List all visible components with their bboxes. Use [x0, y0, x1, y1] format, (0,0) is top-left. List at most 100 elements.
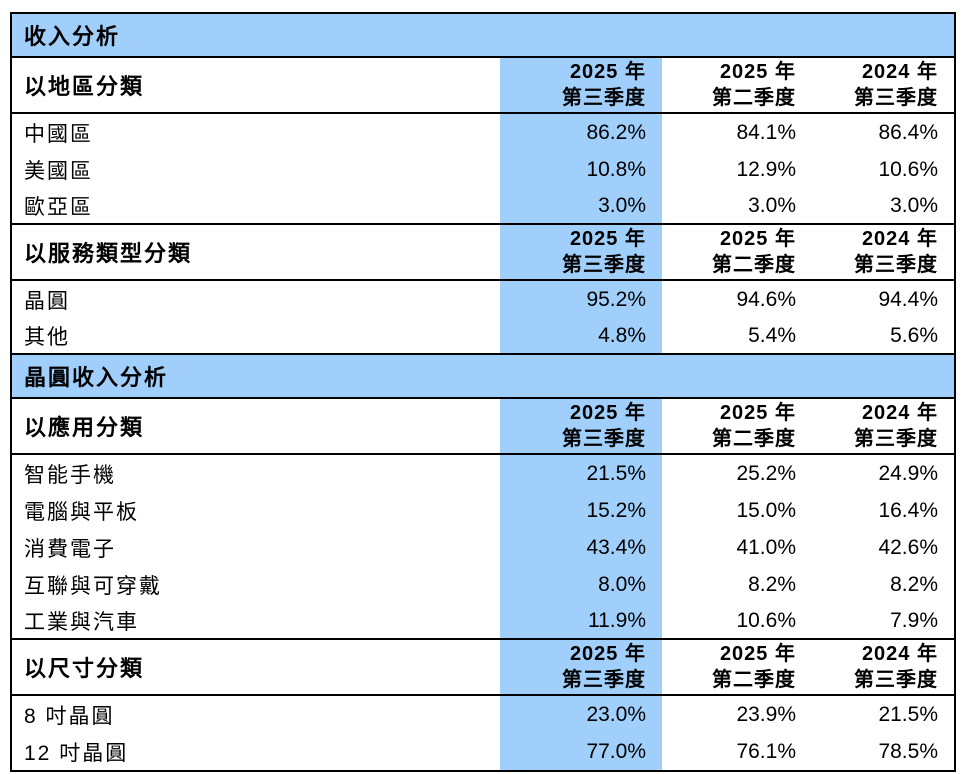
row-label: 晶圓 [24, 289, 70, 313]
period-header-cell-year-ago: 2024 年 第三季度 [804, 225, 954, 279]
value-cell: 41.0% [736, 535, 796, 559]
section-band-revenue-analysis: 收入分析 [12, 14, 954, 58]
value-cell: 10.6% [736, 608, 796, 632]
category-header-row-by-service-type: 以服務類型分類 2025 年 第三季度 2025 年 第二季度 2024 年 第… [12, 225, 954, 281]
period-year: 2025 年 [719, 228, 796, 250]
value-cell: 94.6% [736, 287, 796, 311]
value-cell: 95.2% [500, 281, 662, 318]
period-year: 2025 年 [719, 402, 796, 424]
value-cell: 24.9% [878, 461, 938, 485]
category-label: 以地區分類 [24, 74, 145, 99]
row-label: 中國區 [24, 122, 93, 146]
category-label: 以尺寸分類 [24, 656, 145, 681]
value-cell: 77.0% [500, 733, 662, 770]
value-cell: 8.0% [500, 566, 662, 603]
period-header-cell-year-ago: 2024 年 第三季度 [804, 399, 954, 453]
period-quarter: 第二季度 [712, 428, 796, 450]
value-cell: 42.6% [878, 535, 938, 559]
value-cell: 86.2% [500, 114, 662, 151]
period-quarter: 第二季度 [712, 254, 796, 276]
period-header-cell-prior: 2025 年 第二季度 [662, 399, 804, 453]
period-quarter: 第二季度 [712, 87, 796, 109]
value-cell: 94.4% [878, 287, 938, 311]
period-header-cell-current: 2025 年 第三季度 [500, 640, 662, 694]
period-quarter: 第三季度 [854, 254, 938, 276]
period-header-cell-current: 2025 年 第三季度 [500, 58, 662, 112]
row-label: 智能手機 [24, 463, 116, 487]
table-row-usa: 美國區 10.8% 12.9% 10.6% [12, 151, 954, 188]
row-label: 12 吋晶圓 [24, 741, 129, 765]
period-year: 2024 年 [861, 61, 938, 83]
period-header-cell-current: 2025 年 第三季度 [500, 399, 662, 453]
period-year: 2025 年 [719, 61, 796, 83]
period-quarter: 第三季度 [562, 428, 646, 450]
value-cell: 10.8% [500, 151, 662, 188]
period-quarter: 第二季度 [712, 669, 796, 691]
table-row-8-inch-wafer: 8 吋晶圓 23.0% 23.9% 21.5% [12, 696, 954, 733]
period-header-cell-prior: 2025 年 第二季度 [662, 225, 804, 279]
period-year: 2025 年 [569, 61, 646, 83]
row-label: 其他 [24, 325, 70, 349]
period-quarter: 第三季度 [562, 254, 646, 276]
table-row-others: 其他 4.8% 5.4% 5.6% [12, 318, 954, 355]
row-label: 歐亞區 [24, 195, 93, 219]
period-header-cell-current: 2025 年 第三季度 [500, 225, 662, 279]
category-header-row-by-application: 以應用分類 2025 年 第三季度 2025 年 第二季度 2024 年 第三季… [12, 399, 954, 455]
value-cell: 15.2% [500, 492, 662, 529]
value-cell: 5.4% [748, 323, 796, 347]
period-quarter: 第三季度 [854, 87, 938, 109]
row-label: 工業與汽車 [24, 610, 139, 634]
revenue-analysis-table: 收入分析 以地區分類 2025 年 第三季度 2025 年 第二季度 2024 … [10, 12, 956, 772]
value-cell: 10.6% [878, 157, 938, 181]
row-label: 消費電子 [24, 537, 116, 561]
table-row-computer-tablet: 電腦與平板 15.2% 15.0% 16.4% [12, 492, 954, 529]
table-row-industrial-automotive: 工業與汽車 11.9% 10.6% 7.9% [12, 603, 954, 640]
value-cell: 43.4% [500, 529, 662, 566]
row-label: 電腦與平板 [24, 500, 139, 524]
value-cell: 78.5% [878, 739, 938, 763]
category-header-row-by-region: 以地區分類 2025 年 第三季度 2025 年 第二季度 2024 年 第三季… [12, 58, 954, 114]
value-cell: 3.0% [748, 193, 796, 217]
period-quarter: 第三季度 [854, 428, 938, 450]
value-cell: 23.0% [500, 696, 662, 733]
table-row-connectivity-wearables: 互聯與可穿戴 8.0% 8.2% 8.2% [12, 566, 954, 603]
table-row-eurasia: 歐亞區 3.0% 3.0% 3.0% [12, 188, 954, 225]
value-cell: 15.0% [736, 498, 796, 522]
period-quarter: 第三季度 [854, 669, 938, 691]
value-cell: 23.9% [736, 702, 796, 726]
category-label: 以服務類型分類 [24, 241, 193, 266]
value-cell: 84.1% [736, 120, 796, 144]
value-cell: 21.5% [500, 455, 662, 492]
table-row-smartphone: 智能手機 21.5% 25.2% 24.9% [12, 455, 954, 492]
period-header-cell-prior: 2025 年 第二季度 [662, 640, 804, 694]
period-quarter: 第三季度 [562, 87, 646, 109]
value-cell: 86.4% [878, 120, 938, 144]
category-label: 以應用分類 [24, 415, 145, 440]
value-cell: 7.9% [890, 608, 938, 632]
period-quarter: 第三季度 [562, 669, 646, 691]
table-row-china: 中國區 86.2% 84.1% 86.4% [12, 114, 954, 151]
period-year: 2024 年 [861, 228, 938, 250]
category-header-row-by-size: 以尺寸分類 2025 年 第三季度 2025 年 第二季度 2024 年 第三季… [12, 640, 954, 696]
section-band-title: 收入分析 [24, 24, 121, 49]
period-header-cell-year-ago: 2024 年 第三季度 [804, 58, 954, 112]
period-header-cell-prior: 2025 年 第二季度 [662, 58, 804, 112]
value-cell: 25.2% [736, 461, 796, 485]
value-cell: 21.5% [878, 702, 938, 726]
period-year: 2025 年 [719, 643, 796, 665]
row-label: 互聯與可穿戴 [24, 574, 162, 598]
value-cell: 5.6% [890, 323, 938, 347]
period-year: 2024 年 [861, 402, 938, 424]
section-band-wafer-revenue-analysis: 晶圓收入分析 [12, 355, 954, 399]
value-cell: 11.9% [500, 603, 662, 638]
value-cell: 16.4% [878, 498, 938, 522]
table-row-consumer-electronics: 消費電子 43.4% 41.0% 42.6% [12, 529, 954, 566]
period-year: 2025 年 [569, 228, 646, 250]
value-cell: 76.1% [736, 739, 796, 763]
row-label: 美國區 [24, 159, 93, 183]
table-row-12-inch-wafer: 12 吋晶圓 77.0% 76.1% 78.5% [12, 733, 954, 770]
table-row-wafer: 晶圓 95.2% 94.6% 94.4% [12, 281, 954, 318]
period-year: 2025 年 [569, 643, 646, 665]
value-cell: 8.2% [748, 572, 796, 596]
section-band-title: 晶圓收入分析 [24, 365, 169, 390]
